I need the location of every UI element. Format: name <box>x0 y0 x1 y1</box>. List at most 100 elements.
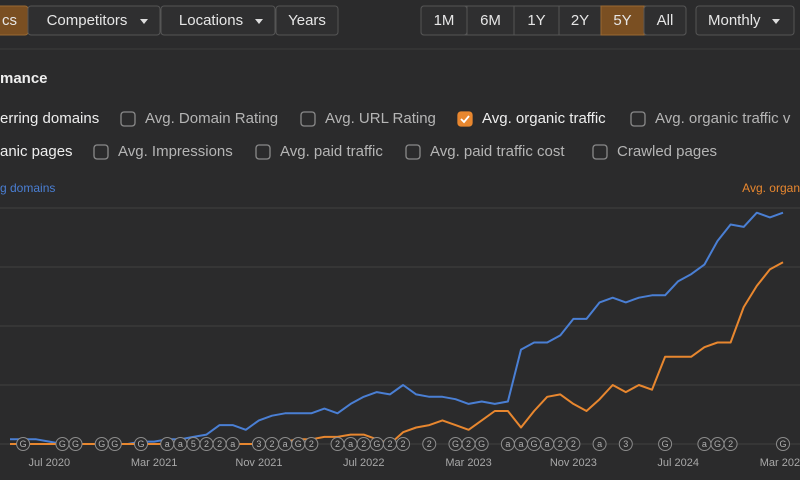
annotation-label: G <box>111 439 118 449</box>
left-axis-label: g domains <box>0 181 55 195</box>
range-label: 5Y <box>613 12 631 29</box>
check-icon <box>460 115 470 124</box>
annotation-marker[interactable] <box>474 437 489 451</box>
annotation-label: 2 <box>427 439 432 449</box>
range-button[interactable] <box>513 5 560 36</box>
x-tick-label: Jul 2024 <box>657 457 699 469</box>
annotation-label: a <box>545 439 550 449</box>
annotation-label: G <box>779 439 786 449</box>
dropdown-caret <box>772 19 780 24</box>
annotation-label: 2 <box>387 439 392 449</box>
annotation-label: 2 <box>204 439 209 449</box>
dropdown-caret <box>140 19 148 24</box>
annotation-label: G <box>531 439 538 449</box>
annotation-label: G <box>20 439 27 449</box>
tab-button[interactable] <box>275 5 339 36</box>
x-tick-label: Mar 2023 <box>445 457 491 469</box>
checkbox[interactable] <box>300 111 316 127</box>
x-tick-label: Jul 2020 <box>29 457 71 469</box>
annotation-label: 2 <box>466 439 471 449</box>
x-tick-label: Mar 2021 <box>131 457 177 469</box>
annotation-marker[interactable] <box>134 437 149 451</box>
metric-label: Avg. paid traffic cost <box>430 143 565 160</box>
range-label: 1M <box>434 12 455 29</box>
checkbox[interactable] <box>93 144 109 160</box>
range-label: 1Y <box>527 12 545 29</box>
checkbox[interactable] <box>120 111 136 127</box>
metric-label: Avg. Domain Rating <box>145 110 278 127</box>
checkbox[interactable] <box>405 144 421 160</box>
annotation-marker[interactable] <box>107 437 122 451</box>
series-line <box>10 261 784 445</box>
tab-label: Years <box>288 12 326 29</box>
annotation-label: a <box>518 439 523 449</box>
tab-button[interactable] <box>27 5 161 36</box>
metric-label: Avg. organic traffic v <box>655 110 791 127</box>
annotation-label: G <box>373 439 380 449</box>
range-button[interactable] <box>466 5 515 36</box>
metric-label: Avg. paid traffic <box>280 143 383 160</box>
metric-label: Avg. URL Rating <box>325 110 436 127</box>
annotation-marker[interactable] <box>723 437 738 451</box>
checkbox[interactable] <box>457 111 473 127</box>
metric-label: Avg. Impressions <box>118 143 233 160</box>
annotation-label: 2 <box>361 439 366 449</box>
interval-label: Monthly <box>708 12 761 29</box>
checkbox[interactable] <box>255 144 271 160</box>
annotation-marker[interactable] <box>68 437 83 451</box>
annotation-label: G <box>138 439 145 449</box>
right-axis-label: Avg. organ <box>742 181 800 195</box>
annotation-marker[interactable] <box>396 437 411 451</box>
annotation-label: G <box>295 439 302 449</box>
dropdown-caret <box>255 19 263 24</box>
annotation-label: 2 <box>335 439 340 449</box>
annotation-label: a <box>597 439 602 449</box>
annotation-label: G <box>714 439 721 449</box>
annotation-label: 2 <box>217 439 222 449</box>
annotation-label: G <box>452 439 459 449</box>
annotation-label: 2 <box>270 439 275 449</box>
range-button[interactable] <box>600 5 645 36</box>
annotation-marker[interactable] <box>225 437 240 451</box>
annotation-label: G <box>59 439 66 449</box>
annotation-label: 5 <box>191 439 196 449</box>
x-tick-label: Nov 2021 <box>235 457 282 469</box>
annotation-marker[interactable] <box>422 437 437 451</box>
annotation-marker[interactable] <box>658 437 673 451</box>
tab-label: Competitors <box>47 12 128 29</box>
series-line <box>10 211 784 445</box>
tab-button[interactable] <box>160 5 276 36</box>
annotation-marker[interactable] <box>776 437 790 451</box>
metric-label: anic pages <box>0 143 73 160</box>
range-label: 6M <box>480 12 501 29</box>
section-title: mance <box>0 70 48 87</box>
annotation-marker[interactable] <box>592 437 607 451</box>
range-label: 2Y <box>571 12 589 29</box>
metric-label: Crawled pages <box>617 143 717 160</box>
annotation-marker[interactable] <box>16 437 31 451</box>
checkbox[interactable] <box>630 111 646 127</box>
annotation-label: G <box>478 439 485 449</box>
annotation-label: G <box>662 439 669 449</box>
metric-label: erring domains <box>0 110 99 127</box>
annotation-label: a <box>348 439 353 449</box>
annotation-marker[interactable] <box>304 437 319 451</box>
annotation-label: a <box>505 439 510 449</box>
annotation-label: 2 <box>309 439 314 449</box>
annotation-marker[interactable] <box>618 437 633 451</box>
interval-button[interactable] <box>695 5 795 36</box>
annotation-label: a <box>283 439 288 449</box>
annotation-label: a <box>230 439 235 449</box>
annotation-marker[interactable] <box>566 437 581 451</box>
annotation-label: 3 <box>256 439 261 449</box>
tab-label: Locations <box>179 12 243 29</box>
checkbox[interactable] <box>592 144 608 160</box>
annotation-label: 2 <box>571 439 576 449</box>
annotation-label: 2 <box>558 439 563 449</box>
range-button[interactable] <box>558 5 602 36</box>
annotation-label: a <box>178 439 183 449</box>
x-tick-label: Nov 2023 <box>550 457 597 469</box>
range-button[interactable] <box>643 5 687 36</box>
